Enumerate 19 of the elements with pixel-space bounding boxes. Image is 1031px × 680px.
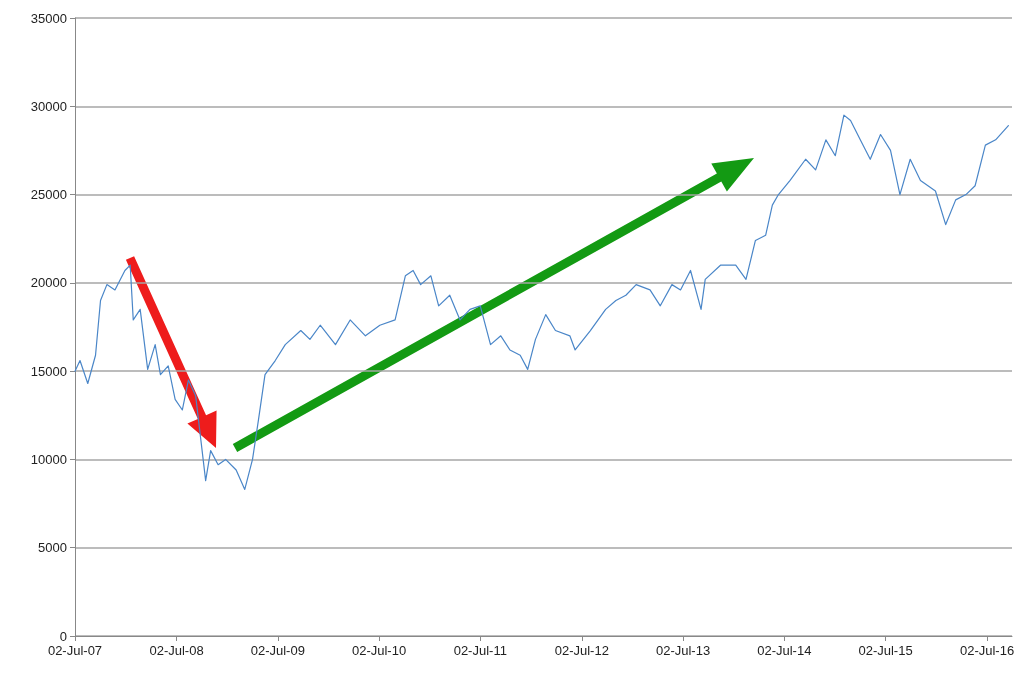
x-tick-label: 02-Jul-14: [757, 643, 812, 658]
x-tick-label: 02-Jul-10: [351, 643, 407, 658]
y-tick-label: 20000: [30, 275, 67, 291]
x-tick-label: 02-Jul-11: [453, 643, 507, 658]
x-tick-label: 02-Jul-09: [250, 643, 305, 658]
x-tick-label: 02-Jul-07: [47, 643, 103, 658]
x-tick-label: 02-Jul-12: [554, 643, 609, 658]
y-tick-label: 10000: [30, 451, 67, 467]
y-tick-label: 35000: [30, 10, 67, 26]
line-series: [74, 114, 1009, 491]
y-tick-label: 30000: [30, 98, 67, 114]
y-tick-label: 15000: [30, 363, 67, 379]
x-tick-label: 02-Jul-16: [959, 643, 1015, 658]
x-tick-label: 02-Jul-13: [655, 643, 711, 658]
y-tick-label: 5000: [38, 540, 67, 556]
y-tick-label: 25000: [30, 187, 67, 203]
x-tick-label: 02-Jul-08: [149, 643, 204, 658]
x-tick-label: 02-Jul-15: [858, 643, 913, 658]
y-tick-label: 0: [59, 628, 67, 644]
